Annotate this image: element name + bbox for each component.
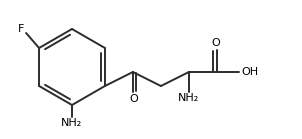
Text: NH₂: NH₂ xyxy=(61,118,83,128)
Text: O: O xyxy=(130,94,138,104)
Text: NH₂: NH₂ xyxy=(178,93,200,103)
Text: OH: OH xyxy=(241,67,259,77)
Text: F: F xyxy=(18,24,24,34)
Text: O: O xyxy=(211,38,220,48)
